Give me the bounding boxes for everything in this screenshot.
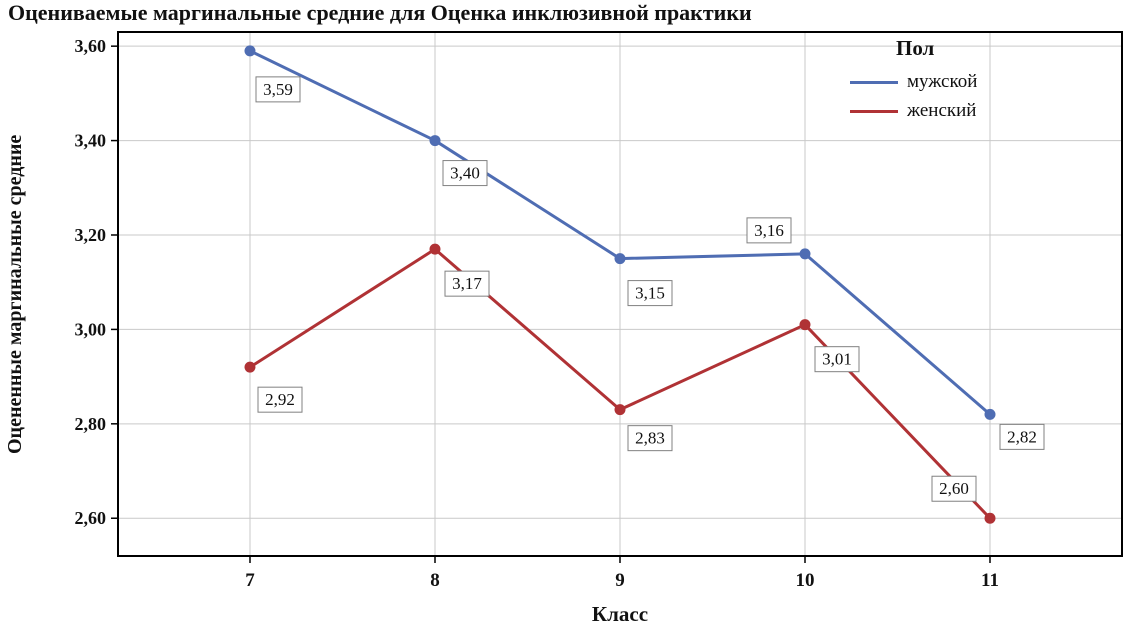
- data-label: 2,83: [635, 429, 665, 448]
- y-tick-label: 3,60: [75, 36, 107, 56]
- data-label: 3,59: [263, 80, 293, 99]
- legend-label-male: мужской: [907, 71, 978, 92]
- y-tick-label: 3,00: [75, 319, 107, 339]
- data-label: 3,15: [635, 284, 665, 303]
- series-0-point: [984, 408, 996, 420]
- y-tick-label: 3,20: [75, 225, 107, 245]
- series-0-point: [429, 135, 441, 147]
- data-label-box: [627, 425, 673, 452]
- y-tick-label: 2,80: [75, 414, 107, 434]
- female-line-swatch-icon: [850, 109, 898, 113]
- data-label: 3,01: [822, 350, 852, 369]
- data-label-box: [931, 475, 977, 502]
- data-label-box: [814, 346, 860, 373]
- x-tick-label: 10: [796, 570, 815, 591]
- data-label-box: [257, 386, 303, 413]
- legend: Пол мужской женский: [850, 36, 977, 129]
- legend-item-male: мужской: [850, 71, 977, 93]
- legend-title: Пол: [896, 36, 935, 60]
- y-tick-label: 2,60: [75, 508, 107, 528]
- x-tick-label: 7: [245, 570, 255, 591]
- series-1-point: [614, 404, 626, 416]
- series-1-point: [799, 319, 811, 331]
- series-1-point: [429, 243, 441, 255]
- data-label-box: [444, 270, 490, 297]
- x-tick-label: 9: [615, 570, 625, 591]
- data-label-box: [627, 280, 673, 307]
- data-label-box: [255, 76, 301, 103]
- y-axis-label: Оцененные маргинальные средние: [4, 134, 26, 454]
- data-label: 2,92: [265, 390, 295, 409]
- data-label-box: [746, 217, 792, 244]
- legend-label-female: женский: [907, 100, 977, 121]
- series-0-point: [799, 248, 811, 260]
- data-label: 3,17: [452, 274, 482, 293]
- data-label-box: [442, 160, 488, 187]
- series-1-point: [984, 512, 996, 524]
- x-axis-label: Класс: [591, 602, 649, 626]
- data-label: 2,82: [1007, 427, 1037, 446]
- series-0-point: [244, 45, 256, 57]
- x-tick-label: 11: [981, 570, 999, 591]
- series-1-point: [244, 361, 256, 373]
- data-label-box: [999, 423, 1045, 450]
- data-label: 3,16: [754, 221, 784, 240]
- series-0-point: [614, 253, 626, 265]
- y-tick-label: 3,40: [75, 131, 107, 151]
- data-label: 3,40: [450, 164, 480, 183]
- data-label: 2,60: [939, 479, 969, 498]
- chart-title: Оцениваемые маргинальные средние для Оце…: [8, 0, 752, 25]
- male-line-swatch-icon: [850, 80, 898, 84]
- x-tick-label: 8: [430, 570, 440, 591]
- legend-item-female: женский: [850, 100, 977, 122]
